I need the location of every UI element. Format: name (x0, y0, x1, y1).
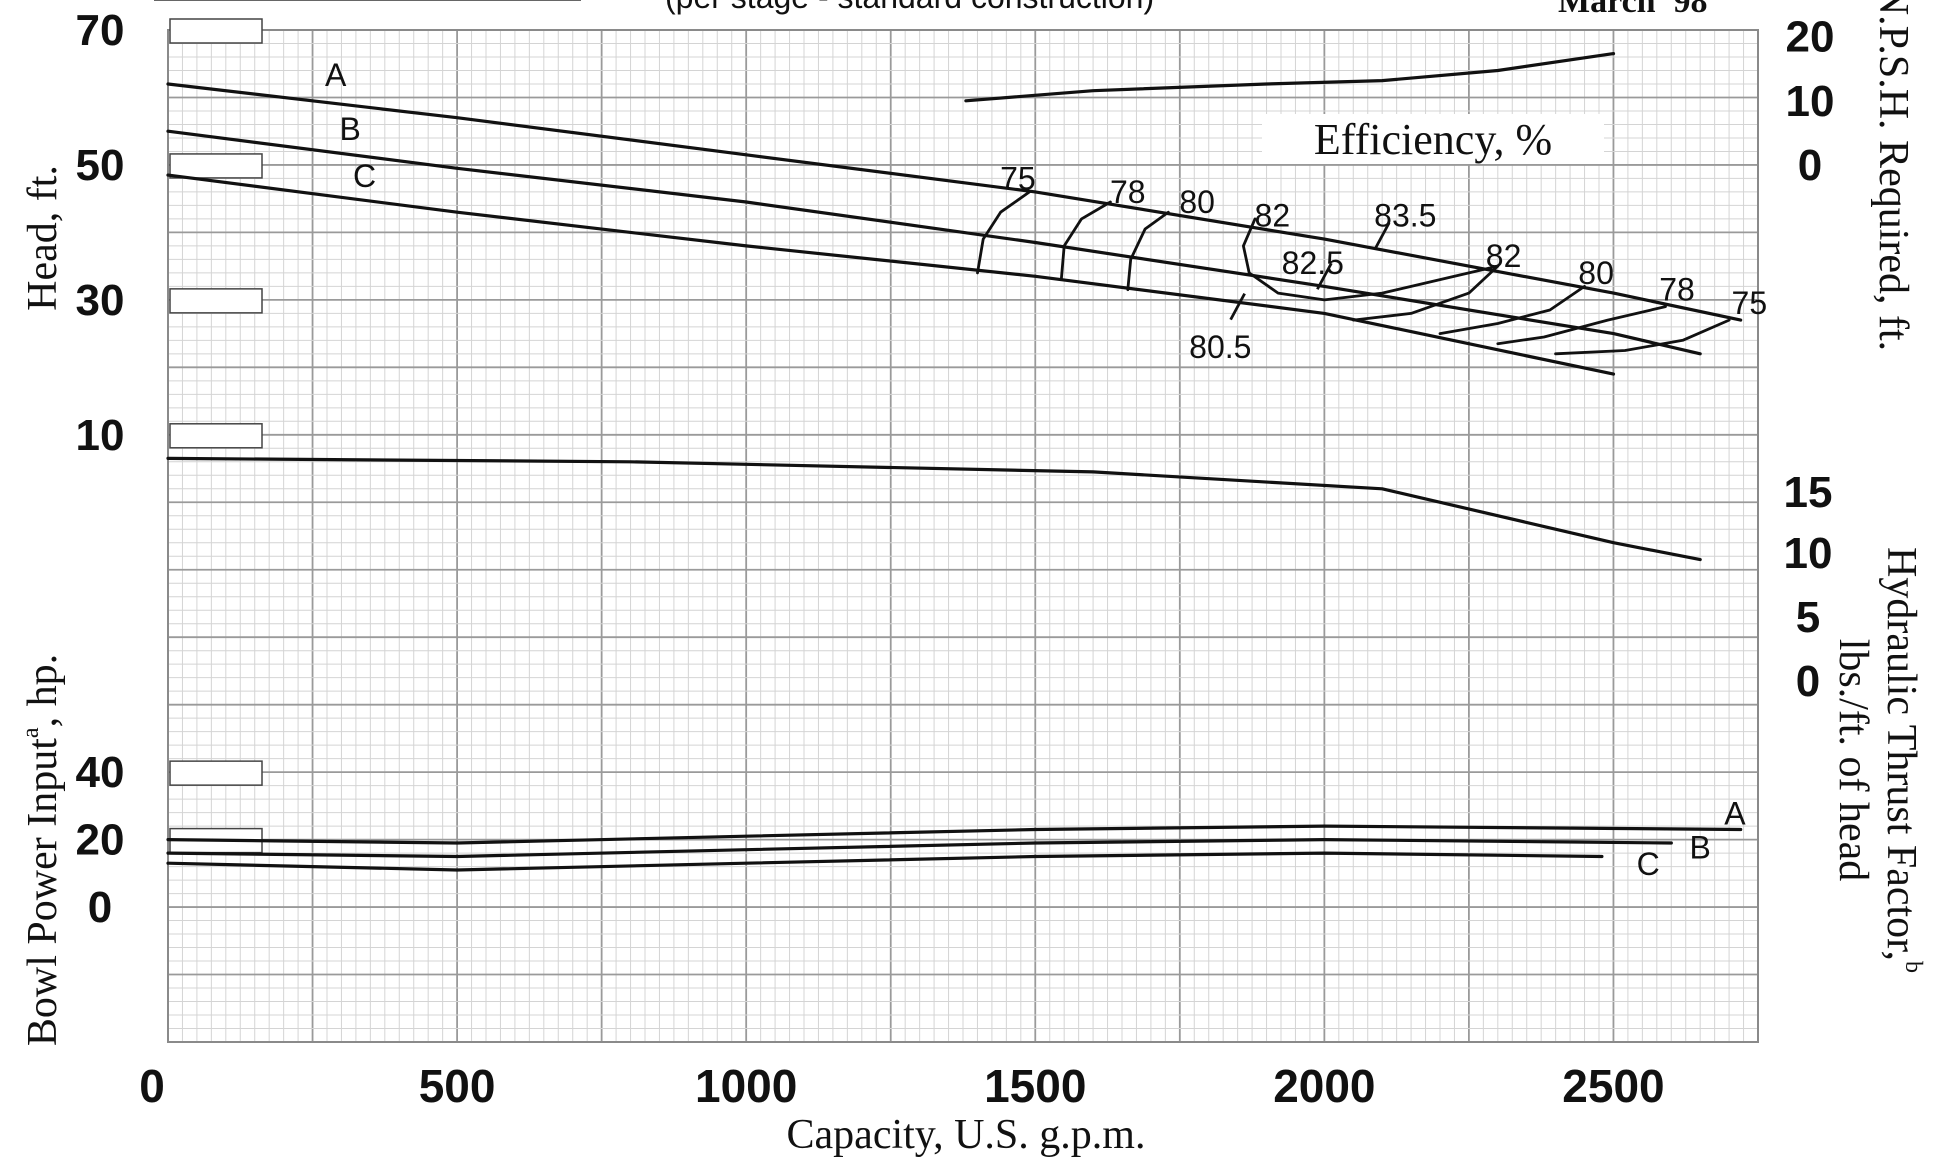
head-curve-b (166, 129, 1702, 356)
power-curve-b (166, 837, 1673, 859)
efficiency-label-80-5: 80.5 (1189, 329, 1251, 365)
head-axis-ticks: 70 50 30 10 (76, 6, 125, 460)
npsh-tick-label: 10 (1786, 77, 1835, 126)
x-tick-label: 2500 (1562, 1060, 1664, 1112)
power-curves (166, 824, 1743, 872)
thrust-axis-label-line2: lbs./ft. of head (1830, 639, 1876, 882)
axis-marker-box (169, 18, 263, 44)
chart-subtitle: (per stage - standard construction) (665, 0, 1154, 15)
efficiency-box (1262, 114, 1604, 164)
efficiency-label-80: 80 (1578, 255, 1614, 291)
head-curve-a (166, 82, 1743, 322)
head-axis-label: Head, ft. (20, 165, 66, 311)
power-tick-label: 20 (76, 816, 125, 865)
x-axis-ticks: 0 500 1000 1500 2000 2500 (139, 1060, 1664, 1112)
efficiency-box-label: Efficiency, % (1314, 115, 1552, 164)
efficiency-contour-75 (976, 190, 1031, 275)
head-tick-label: 70 (76, 6, 125, 55)
thrust-axis-label: Hydraulic Thrust Factor,b (1878, 547, 1926, 973)
efficiency-contour-78 (1496, 305, 1667, 346)
efficiency-contour-78 (1059, 200, 1112, 282)
head-tick-label: 10 (76, 411, 125, 460)
power-curve-label-b: B (1690, 829, 1711, 865)
efficiency-contour-82 (1242, 217, 1500, 302)
thrust-tick-label: 15 (1784, 468, 1833, 517)
efficiency-contour-82 (1351, 264, 1500, 322)
npsh-axis-ticks: 20 10 0 (1786, 13, 1835, 190)
efficiency-contours (976, 190, 1731, 356)
x-tick-label: 2000 (1273, 1060, 1375, 1112)
power-tick-label: 40 (76, 748, 125, 797)
head-curves (166, 82, 1743, 376)
efficiency-tick-82-5 (1316, 262, 1333, 290)
power-axis-unit: , hp. (20, 654, 66, 728)
x-axis-label: Capacity, U.S. g.p.m. (787, 1112, 1146, 1157)
axis-marker-box (169, 760, 263, 786)
thrust-tick-label: 0 (1796, 657, 1820, 706)
power-axis-ticks: 40 20 0 (76, 748, 125, 932)
npsh-tick-label: 0 (1798, 141, 1822, 190)
head-tick-label: 50 (76, 141, 125, 190)
axis-marker-box (169, 288, 263, 314)
thrust-tick-label: 10 (1784, 529, 1833, 578)
efficiency-contour-80 (1126, 210, 1170, 292)
thrust-axis-ticks: 15 10 5 0 (1784, 468, 1833, 706)
efficiency-contour-75 (1554, 318, 1731, 356)
efficiency-labels: 75 78 80 82 83.5 82.5 80.5 82 80 78 75 (1000, 160, 1767, 365)
head-curve-c (166, 173, 1616, 376)
power-curve-c (166, 851, 1604, 872)
npsh-axis-label: N.P.S.H. Required, ft. (1870, 0, 1916, 351)
x-tick-label: 1000 (695, 1060, 797, 1112)
efficiency-label-75: 75 (1732, 285, 1768, 321)
head-curve-label-c: C (353, 158, 376, 194)
head-curve-label-a: A (325, 57, 347, 93)
axis-marker-box (169, 423, 263, 449)
head-tick-label: 30 (76, 276, 125, 325)
thrust-factor-curve (166, 456, 1702, 562)
efficiency-label-82: 82 (1486, 238, 1522, 274)
efficiency-label-78: 78 (1659, 272, 1695, 308)
npsh-curve (964, 51, 1616, 103)
npsh-tick-label: 20 (1786, 13, 1835, 62)
head-curve-label-b: B (339, 111, 360, 147)
efficiency-label-75: 75 (1000, 160, 1036, 196)
x-tick-label: 500 (419, 1060, 496, 1112)
chart-date: March '98 (1558, 0, 1708, 20)
efficiency-label-82-5: 82.5 (1282, 245, 1344, 281)
power-curve-a (166, 824, 1743, 845)
power-curve-label-c: C (1637, 846, 1660, 882)
x-tick-label: 1500 (984, 1060, 1086, 1112)
efficiency-tick-80-5 (1229, 292, 1246, 321)
efficiency-label-82: 82 (1255, 198, 1291, 234)
thrust-curve-group (166, 456, 1702, 562)
efficiency-label-78: 78 (1110, 174, 1146, 210)
power-axis-superscript: a (18, 727, 44, 738)
x-tick-label: 0 (139, 1060, 165, 1112)
axis-marker-box (169, 153, 263, 179)
left-axis-boxes (169, 18, 263, 854)
thrust-tick-label: 5 (1796, 593, 1820, 642)
power-axis-label: Bowl Power Inputa, hp. (18, 654, 66, 1046)
power-curve-label-a: A (1724, 796, 1746, 832)
thrust-axis-superscript: b (1900, 961, 1926, 973)
thrust-axis-label-main: Hydraulic Thrust Factor, (1878, 547, 1924, 961)
efficiency-tick-83-5 (1373, 222, 1391, 250)
power-axis-label-main: Bowl Power Input (20, 738, 66, 1046)
plot-frame (167, 29, 1759, 1043)
efficiency-label-80: 80 (1179, 184, 1215, 220)
power-tick-label: 0 (88, 883, 112, 932)
efficiency-contour-80 (1438, 284, 1586, 336)
npsh-curve-group (964, 51, 1616, 103)
efficiency-label-83-5: 83.5 (1374, 198, 1436, 234)
